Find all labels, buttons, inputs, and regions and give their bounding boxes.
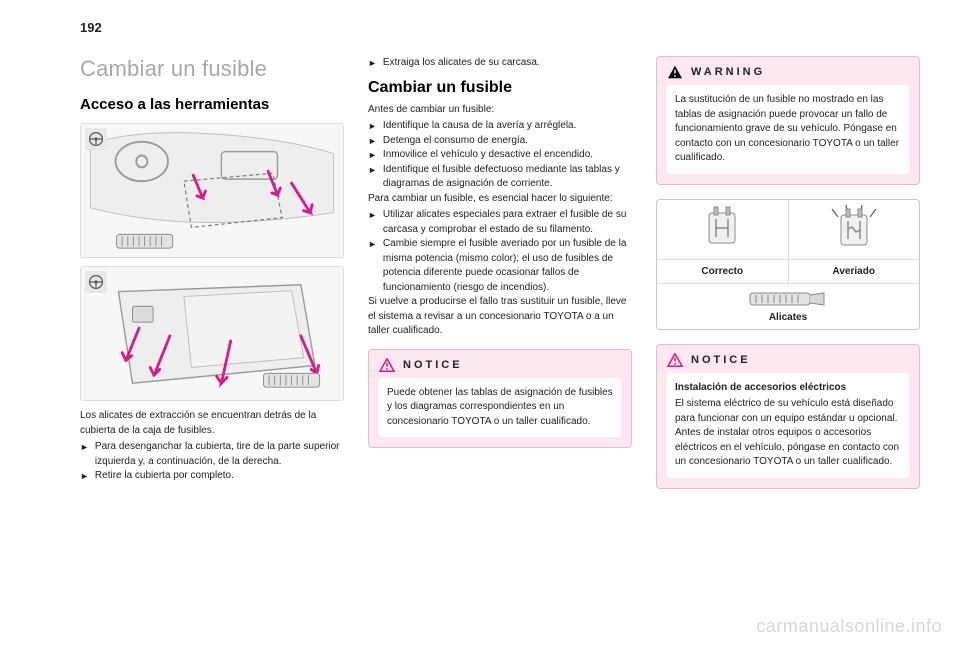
triangle-icon: ► [80,469,89,484]
notice-triangle-icon [379,358,395,372]
bullet: ►Identifique el fusible defectuoso media… [368,163,632,192]
notice-header: NOTICE [379,358,621,372]
notice-body-text: El sistema eléctrico de su vehículo está… [675,397,901,470]
bullet-text: Identifique el fusible defectuoso median… [383,163,632,192]
col2-body: ► Extraiga los alicates de su carcasa. [368,56,632,71]
bullet: ► Detenga el consumo de energía. [368,134,632,149]
bullet-text: Retire la cubierta por completo. [95,469,344,484]
triangle-icon: ► [368,208,377,237]
notice-box: NOTICE Puede obtener las tablas de asign… [368,349,632,449]
warning-body: La sustitución de un fusible no mostrado… [667,85,909,174]
bullet: ►Utilizar alicates especiales para extra… [368,208,632,237]
pliers-row: Alicates [657,283,919,329]
notice-header: NOTICE [667,353,909,367]
notice-title: NOTICE [403,359,463,371]
bullet-text: Utilizar alicates especiales para extrae… [383,208,632,237]
triangle-icon: ► [80,440,89,469]
bullet: ► Extraiga los alicates de su carcasa. [368,56,632,71]
column-2: ► Extraiga los alicates de su carcasa. Ca… [368,56,632,503]
notice-lead: Instalación de accesorios eléctricos [675,381,901,396]
columns: Cambiar un fusible Acceso a las herramie… [80,56,920,503]
para: Antes de cambiar un fusible: [368,103,632,118]
fuse-bad-label: Averiado [788,260,920,283]
warning-box: WARNING La sustitución de un fusible no … [656,56,920,185]
col1-body: Los alicates de extracción se encuentran… [80,409,344,484]
fuse-ok-icon [657,200,788,260]
bullet-text: Para desenganchar la cubierta, tire de l… [95,440,344,469]
illustration-dashboard [80,123,344,258]
triangle-icon: ► [368,237,377,295]
para: Los alicates de extracción se encuentran… [80,409,344,438]
main-title: Cambiar un fusible [80,56,344,82]
notice-title: NOTICE [691,354,751,366]
notice-body: Instalación de accesorios eléctricos El … [667,373,909,478]
bullet-text: Cambie siempre el fusible averiado por u… [383,237,632,295]
warning-title: WARNING [691,66,765,78]
triangle-icon: ► [368,56,377,71]
fuse-ok-label: Correcto [657,260,788,283]
steering-left-icon [85,271,107,293]
bullet: ► Identifique la causa de la avería y arr… [368,119,632,134]
triangle-icon: ► [368,119,377,134]
manual-page: 192 Cambiar un fusible Acceso a las herr… [0,0,960,649]
fuse-table: Correcto Averiado Alicates [656,199,920,330]
para: Si vuelve a producirse el fallo tras sus… [368,295,632,339]
illustration-fusebox-cover [80,266,344,401]
pliers-icon [663,290,913,308]
notice-box-2: NOTICE Instalación de accesorios eléctri… [656,344,920,489]
steering-left-icon [85,128,107,150]
column-3: WARNING La sustitución de un fusible no … [656,56,920,503]
bullet: ► Retire la cubierta por completo. [80,469,344,484]
para: Para cambiar un fusible, es esencial hac… [368,192,632,207]
bullet-text: Detenga el consumo de energía. [383,134,632,149]
triangle-icon: ► [368,134,377,149]
page-number: 192 [80,20,102,35]
pliers-label: Alicates [663,312,913,323]
section-title: Acceso a las herramientas [80,96,344,113]
bullet-text: Inmovilice el vehículo y desactive el en… [383,148,632,163]
fuse-bad-icon [788,200,920,260]
column-1: Cambiar un fusible Acceso a las herramie… [80,56,344,503]
bullet: ►Cambie siempre el fusible averiado por … [368,237,632,295]
bullet-text: Extraiga los alicates de su carcasa. [383,56,632,71]
notice-body: Puede obtener las tablas de asignación d… [379,378,621,438]
bullet: ► Inmovilice el vehículo y desactive el e… [368,148,632,163]
triangle-icon: ► [368,163,377,192]
mid-title: Cambiar un fusible [368,79,632,97]
col2-body2: Antes de cambiar un fusible: ►Identifiqu… [368,103,632,339]
notice-triangle-icon [667,353,683,367]
warning-triangle-icon [667,65,683,79]
watermark: carmanualsonline.info [756,616,942,637]
bullet: ►Para desenganchar la cubierta, tire de … [80,440,344,469]
warning-header: WARNING [667,65,909,79]
triangle-icon: ► [368,148,377,163]
bullet-text: Identifique la causa de la avería y arré… [383,119,632,134]
